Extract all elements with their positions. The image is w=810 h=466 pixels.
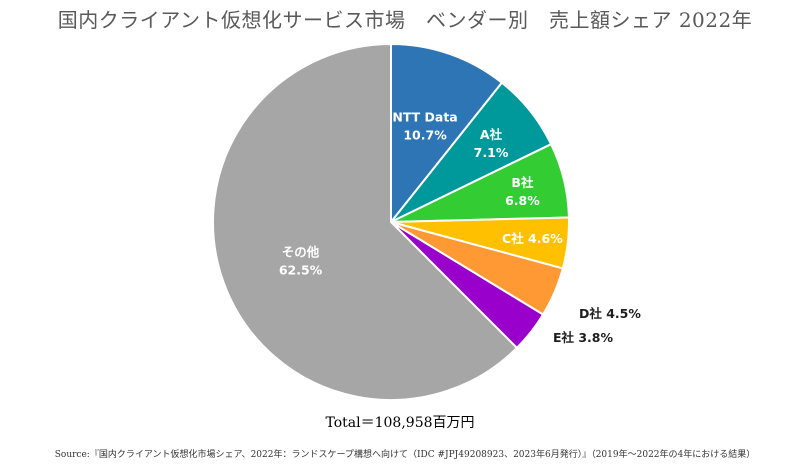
pie-labels: NTT Data 10.7% A社 7.1%B社 6.8% C社 4.6% D社 4.5% E… xyxy=(279,110,642,345)
slice-name-1: NTT Data xyxy=(392,110,457,125)
slice-label-4: C社 4.6% xyxy=(502,231,563,246)
source-note: Source:『国内クライアント仮想化市場シェア、2022年：ランドスケープ構想… xyxy=(54,450,756,460)
slice-value-3: 6.8% xyxy=(505,193,540,208)
slice-label-6: E社 3.8% xyxy=(553,330,614,345)
slice-label-5: D社 4.5% xyxy=(579,306,641,321)
total-label: Total＝108,958百万円 xyxy=(325,415,475,431)
slice-value-1: 10.7% xyxy=(403,128,447,143)
slice-name-2: A社 xyxy=(480,127,503,142)
slice-value-2: 7.1% xyxy=(474,145,509,160)
pie-slice-1 xyxy=(390,42,504,225)
chart-title: 国内クライアント仮想化サービス市場 ベンダー別 売上額シェア 2022年 xyxy=(57,8,753,32)
slice-name-7: その他 xyxy=(282,244,320,259)
pie-slice-7 xyxy=(212,42,519,401)
slice-name-3: B社 xyxy=(511,175,534,190)
slice-value-7: 62.5% xyxy=(279,262,323,277)
pie-slices xyxy=(212,42,570,401)
